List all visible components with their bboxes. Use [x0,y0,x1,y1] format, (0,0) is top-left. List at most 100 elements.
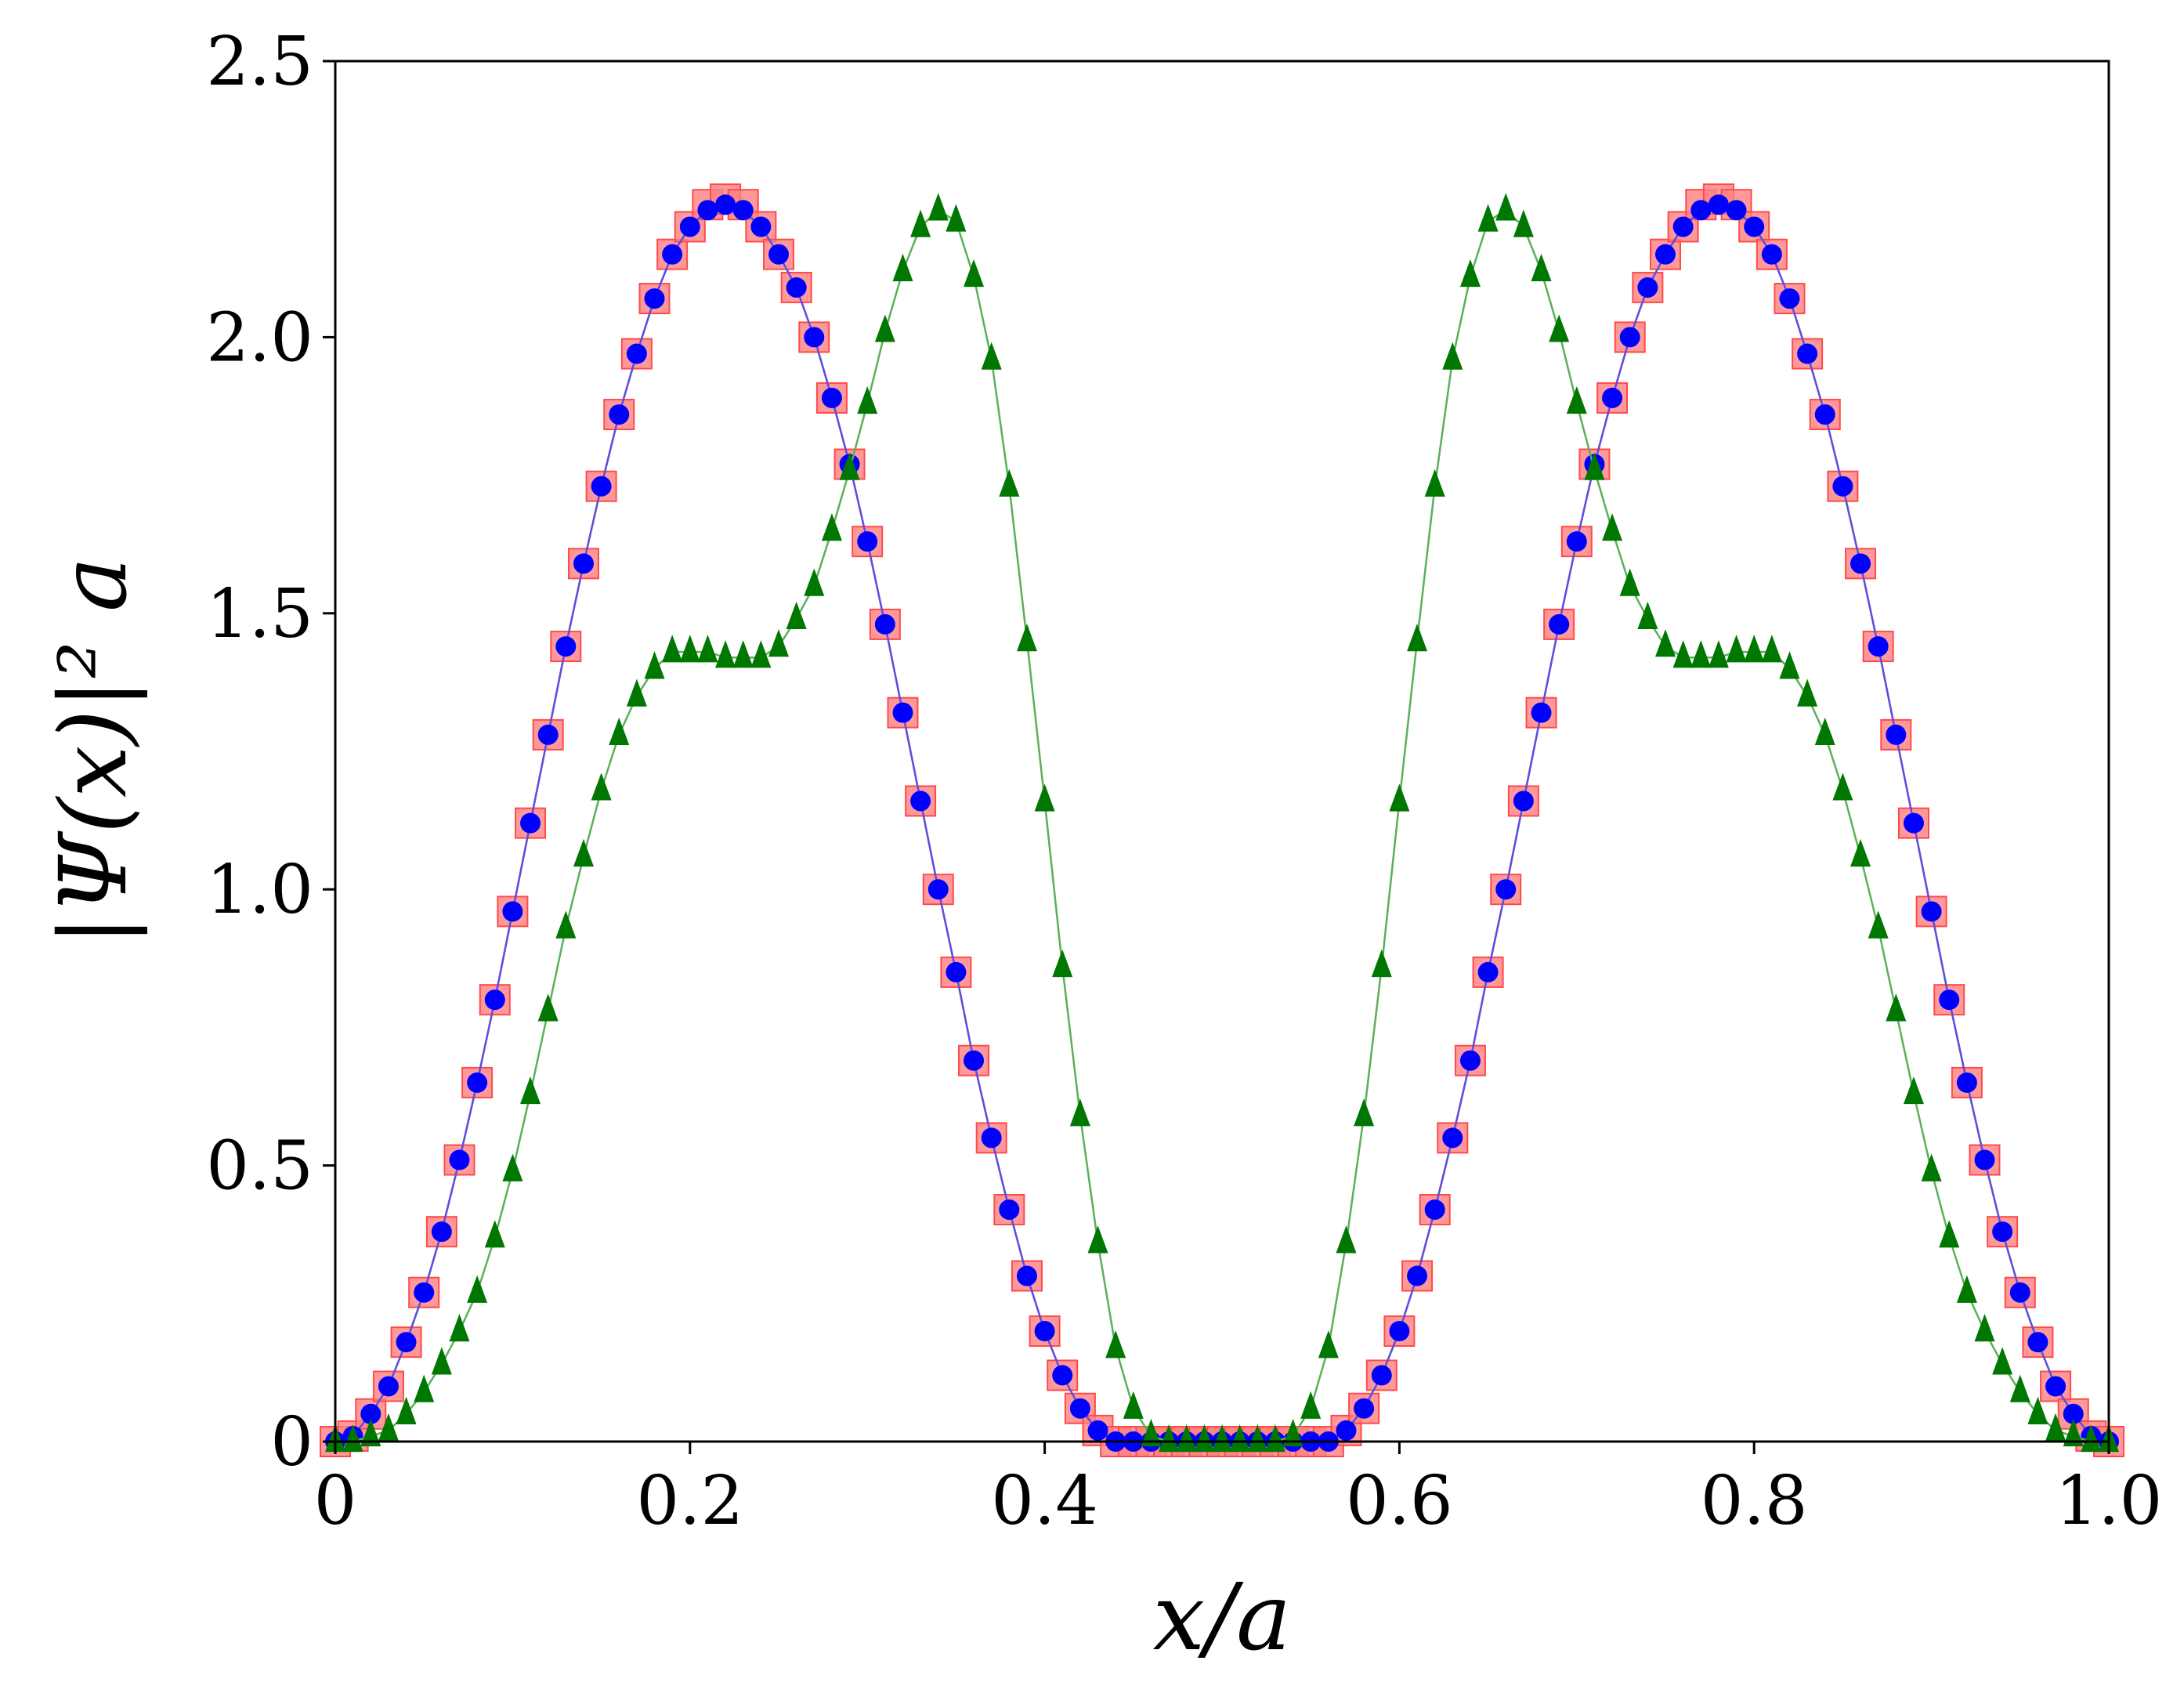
data-point-circle [1052,1365,1073,1386]
data-point-triangle [484,1220,505,1248]
data-point-triangle [1797,678,1818,707]
data-point-circle [537,724,559,745]
data-point-circle [768,244,789,265]
data-point-circle [1690,200,1712,221]
data-point-triangle [1247,1424,1268,1453]
data-point-triangle [1903,1076,1924,1105]
data-point-circle [1726,200,1747,221]
data-point-triangle [573,838,594,867]
data-point-triangle [1584,452,1605,480]
data-point-triangle [1282,1418,1304,1447]
data-point-triangle [1672,640,1694,668]
data-point-circle [1992,1221,2013,1243]
data-point-circle [1832,476,1853,497]
data-point-triangle [1141,1418,1162,1447]
data-point-triangle [1459,259,1481,288]
data-point-triangle [768,629,789,657]
data-point-triangle [874,314,895,342]
data-point-triangle [591,772,612,801]
data-point-triangle [981,342,1002,370]
data-point-triangle [2027,1396,2048,1424]
y-tick-label: 2.0 [206,298,313,377]
data-point-triangle [1939,1220,1960,1248]
data-point-circle [555,636,577,657]
data-point-circle [750,216,772,237]
data-point-triangle [1087,1225,1108,1254]
data-point-circle [1459,1050,1481,1071]
data-point-triangle [1371,949,1392,978]
data-point-circle [2045,1376,2066,1397]
data-point-triangle [1069,1098,1090,1127]
data-point-circle [591,476,612,497]
data-point-circle [360,1403,381,1424]
data-point-circle [626,343,647,364]
data-point-triangle [1442,342,1463,370]
data-point-circle [1619,327,1640,348]
x-tick-label: 1.0 [2056,1462,2163,1540]
data-point-circle [1424,1199,1445,1220]
data-point-triangle [1602,513,1623,541]
data-point-circle [892,702,913,723]
data-point-circle [1495,879,1517,900]
data-point-circle [484,990,505,1011]
data-point-circle [449,1149,470,1170]
data-point-triangle [1354,1098,1375,1127]
data-point-circle [1886,724,1907,745]
data-point-circle [1779,288,1800,309]
data-point-triangle [1016,624,1037,652]
data-point-circle [1069,1398,1090,1419]
data-point-circle [1903,812,1924,834]
data-point-triangle [431,1347,452,1375]
y-axis-label: |Ψ(x)|² a [39,557,147,946]
data-point-circle [1956,1072,1977,1093]
data-point-circle [1655,244,1676,265]
data-point-triangle [1513,209,1534,237]
data-point-triangle [360,1418,381,1447]
data-point-triangle [1655,629,1676,657]
data-point-circle [378,1376,399,1397]
data-point-circle [697,200,718,221]
data-point-circle [2009,1282,2030,1303]
data-point-circle [964,1050,985,1071]
data-point-circle [821,387,842,408]
data-point-triangle [378,1413,399,1442]
data-point-triangle [1300,1391,1322,1419]
data-point-triangle [1424,469,1445,497]
data-point-triangle [679,635,700,663]
data-point-circle [804,327,825,348]
data-point-circle [1921,901,1942,922]
data-point-triangle [502,1153,523,1181]
data-point-circle [1602,387,1623,408]
plot-frame [334,60,2110,1443]
data-point-triangle [414,1374,435,1402]
data-point-triangle [1194,1424,1215,1453]
x-tick-label: 0.2 [636,1462,743,1540]
data-point-circle [1637,277,1658,298]
data-point-triangle [2045,1413,2066,1442]
data-point-triangle [1761,635,1782,663]
data-point-circle [1371,1365,1392,1386]
data-point-triangle [1744,635,1765,663]
data-point-triangle [626,678,647,707]
data-point-circle [946,961,967,982]
data-point-triangle [1566,385,1587,414]
y-tick-label: 2.5 [206,23,313,101]
data-point-triangle [1034,783,1055,812]
data-point-triangle [1176,1424,1197,1453]
data-point-triangle [892,253,913,282]
data-point-triangle [555,910,577,939]
x-tick-label: 0.6 [1346,1462,1453,1540]
data-point-circle [467,1072,488,1093]
data-point-triangle [662,635,683,663]
data-point-triangle [1992,1347,2013,1375]
data-point-triangle [1052,949,1073,978]
data-point-circle [1034,1321,1055,1342]
data-point-circle [1672,216,1694,237]
data-point-triangle [1549,314,1570,342]
data-point-triangle [839,452,860,480]
data-point-circle [927,879,949,900]
data-point-circle [1974,1149,1995,1170]
y-tick-label: 0.5 [206,1127,313,1206]
data-point-triangle [1832,772,1853,801]
data-point-circle [1513,791,1534,812]
